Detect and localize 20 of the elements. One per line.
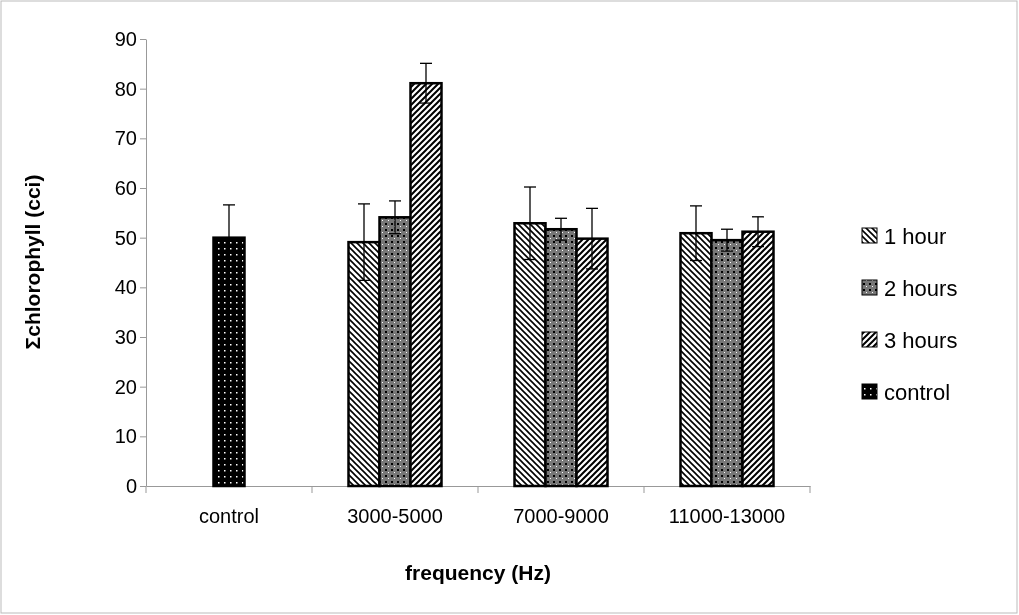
legend-label: 2 hours	[884, 275, 958, 301]
legend-label: control	[884, 379, 951, 405]
y-tick-label: 40	[114, 276, 137, 299]
y-tick-label: 20	[114, 375, 137, 398]
y-axis-title: Σchlorophyll (cci)	[21, 174, 44, 350]
y-tick-label: 90	[114, 27, 137, 50]
y-tick-label: 80	[114, 77, 137, 100]
y-tick-label: 70	[114, 127, 137, 150]
legend-label: 1 hour	[884, 223, 947, 249]
x-tick-label: 3000-5000	[347, 505, 443, 527]
y-tick-label: 10	[114, 425, 137, 448]
x-tick-label: 11000-13000	[668, 505, 786, 527]
legend-label: 3 hours	[884, 327, 958, 353]
y-tick-label: 50	[114, 226, 137, 249]
x-tick-label: 7000-9000	[513, 505, 609, 527]
x-axis-title: frequency (Hz)	[405, 561, 551, 584]
y-tick-label: 60	[114, 176, 137, 199]
y-tick-label: 30	[114, 325, 137, 348]
x-tick-label: control	[198, 505, 260, 527]
y-tick-label: 0	[125, 474, 137, 497]
